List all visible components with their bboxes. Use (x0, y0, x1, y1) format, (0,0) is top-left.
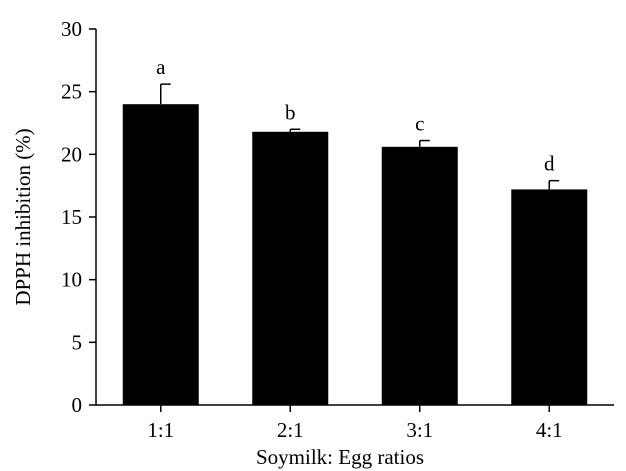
x-axis-label: Soymilk: Egg ratios (256, 445, 424, 469)
y-tick-label: 20 (61, 142, 82, 166)
x-axis-ticks: 1:1 2:1 3:1 4:1 (147, 405, 563, 442)
x-tick-label: 3:1 (406, 418, 433, 442)
significance-label: c (415, 112, 424, 136)
bar (252, 131, 329, 406)
y-tick-label: 0 (72, 393, 83, 417)
y-axis-ticks: 0 5 10 15 20 25 30 (61, 17, 96, 417)
y-tick-label: 10 (61, 268, 82, 292)
significance-label: d (544, 152, 555, 176)
y-tick-label: 25 (61, 80, 82, 104)
x-tick-label: 2:1 (277, 418, 304, 442)
error-bars (160, 83, 560, 190)
significance-label: a (156, 55, 166, 79)
y-tick-label: 15 (61, 205, 82, 229)
bar (381, 146, 458, 405)
x-tick-label: 1:1 (147, 418, 174, 442)
y-axis-label: DPPH inhibition (%) (11, 128, 35, 305)
significance-labels: a b c d (156, 55, 555, 176)
bar (511, 189, 588, 405)
y-tick-label: 5 (72, 330, 83, 354)
bar (122, 104, 199, 405)
bars (122, 104, 588, 406)
significance-label: b (285, 100, 296, 124)
x-tick-label: 4:1 (536, 418, 563, 442)
y-tick-label: 30 (61, 17, 82, 41)
